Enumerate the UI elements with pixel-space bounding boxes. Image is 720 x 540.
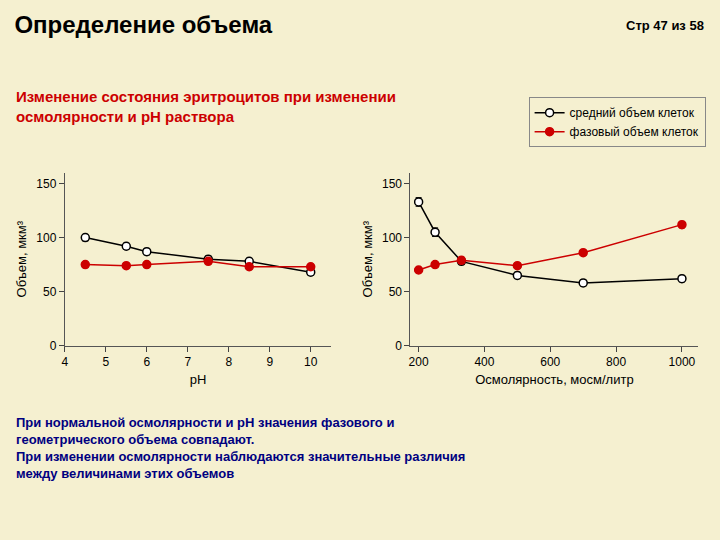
svg-text:0: 0 [50,339,57,353]
svg-text:9: 9 [266,355,273,369]
svg-text:8: 8 [225,355,232,369]
svg-text:5: 5 [102,355,109,369]
svg-text:100: 100 [382,231,402,245]
svg-text:1000: 1000 [669,355,696,369]
svg-text:4: 4 [61,355,68,369]
svg-text:10: 10 [304,355,318,369]
svg-text:Объем, мкм³: Объем, мкм³ [14,220,29,297]
svg-text:50: 50 [389,285,403,299]
svg-text:0: 0 [395,339,402,353]
svg-text:Определение объема: Определение объема [14,11,272,38]
svg-text:6: 6 [143,355,150,369]
svg-text:150: 150 [36,177,56,191]
svg-text:100: 100 [36,231,56,245]
svg-text:рН: рН [190,372,207,387]
svg-text:50: 50 [43,285,57,299]
svg-text:Стр 47 из 58: Стр 47 из 58 [626,18,704,33]
svg-text:200: 200 [409,355,429,369]
svg-text:800: 800 [606,355,626,369]
svg-text:фазовый объем клеток: фазовый объем клеток [570,125,699,139]
svg-text:При нормальной осмолярности и: При нормальной осмолярности и pH значени… [16,415,465,481]
svg-text:150: 150 [382,177,402,191]
svg-text:400: 400 [474,355,494,369]
svg-text:Объем, мкм³: Объем, мкм³ [360,220,375,297]
svg-text:Изменение состояния эритроцито: Изменение состояния эритроцитов при изме… [16,88,396,125]
svg-text:Осмолярность, мосм/литр: Осмолярность, мосм/литр [475,372,633,387]
svg-text:7: 7 [184,355,191,369]
svg-text:средний объем клеток: средний объем клеток [570,106,695,120]
svg-text:600: 600 [540,355,560,369]
